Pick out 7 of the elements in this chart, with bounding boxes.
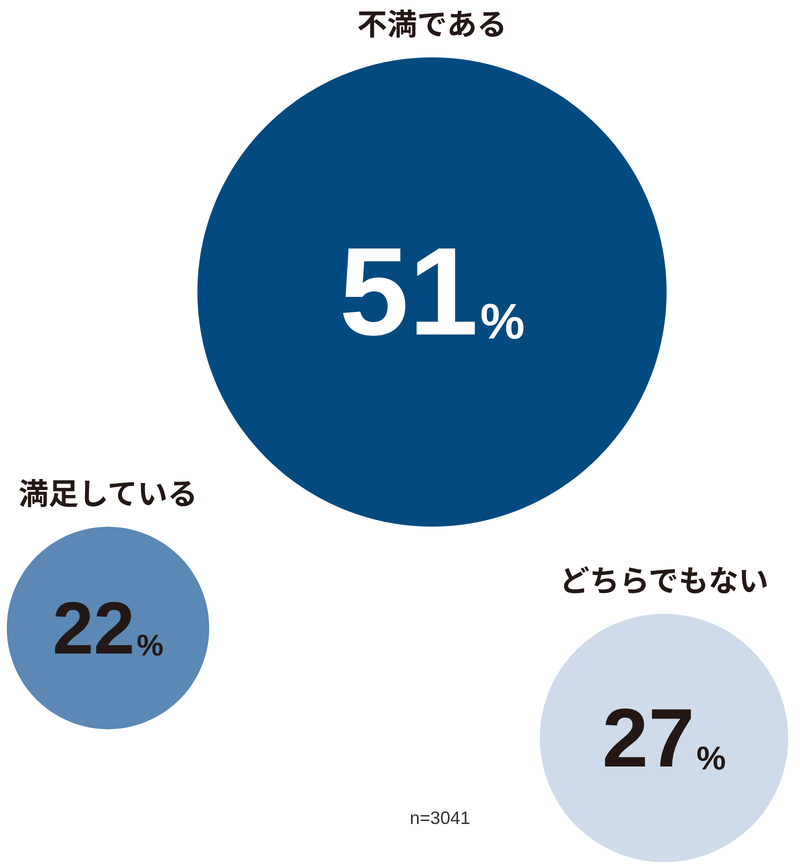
category-label: どちらでもない bbox=[559, 564, 769, 600]
category-label: 満足している bbox=[18, 477, 198, 512]
category-label: 不満である bbox=[357, 8, 507, 43]
data-label: 51% bbox=[339, 222, 525, 362]
data-label: 27% bbox=[602, 692, 726, 784]
text: n=3041 bbox=[410, 808, 470, 828]
data-label: 22% bbox=[52, 586, 164, 670]
